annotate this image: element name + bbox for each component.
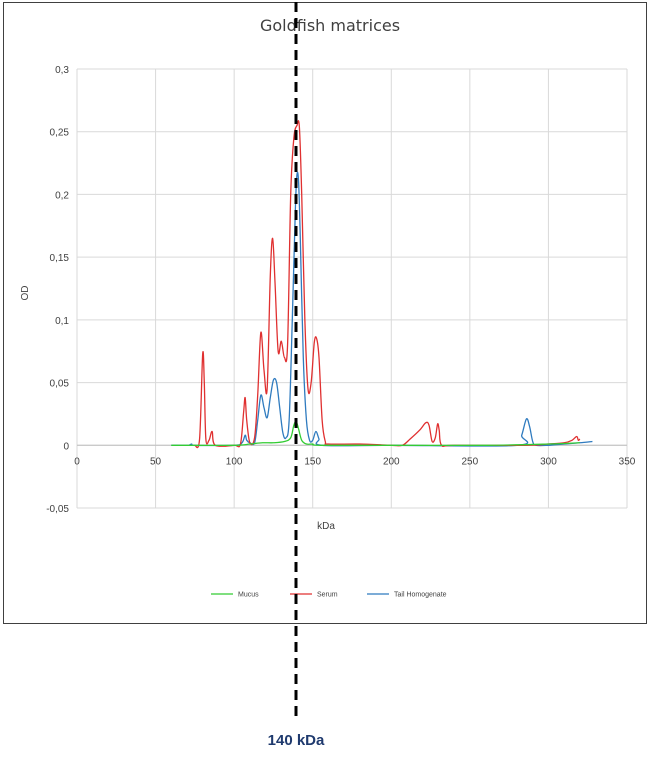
x-tick-label: 350 xyxy=(619,456,636,467)
y-tick-label: 0,05 xyxy=(50,379,70,390)
chart-frame: Goldfish matrices -0,05 0 0,05 0,1 0,15 0,2 0,… xyxy=(3,2,647,624)
y-tick-label: 0,2 xyxy=(55,190,69,201)
x-tick-labels: 0 50 100 150 200 250 300 350 xyxy=(74,456,636,467)
annotation-label: 140 kDa xyxy=(268,732,325,749)
y-axis-label: OD xyxy=(20,286,31,301)
chart-svg: Goldfish matrices -0,05 0 0,05 0,1 0,15 0,2 0,… xyxy=(20,16,636,599)
legend-label-mucus: Mucus xyxy=(238,592,259,599)
x-tick-label: 150 xyxy=(304,456,321,467)
x-tick-label: 100 xyxy=(226,456,243,467)
y-tick-label: 0 xyxy=(63,441,69,452)
y-tick-label: 0,3 xyxy=(55,65,69,76)
legend-label-serum: Serum xyxy=(317,592,338,599)
legend-label-tail-homogenate: Tail Homogenate xyxy=(394,592,447,599)
y-tick-label: 0,15 xyxy=(50,253,70,264)
legend: Mucus Serum Tail Homogenate xyxy=(211,592,447,599)
y-tick-label: -0,05 xyxy=(46,504,69,515)
x-tick-label: 50 xyxy=(150,456,162,467)
grid xyxy=(76,68,628,509)
x-tick-label: 300 xyxy=(540,456,557,467)
x-axis-label: kDa xyxy=(317,521,335,532)
series-line-mucus xyxy=(171,420,580,447)
chart-title: Goldfish matrices xyxy=(260,16,400,35)
y-tick-labels: -0,05 0 0,05 0,1 0,15 0,2 0,25 0,3 xyxy=(46,65,69,515)
y-tick-label: 0,1 xyxy=(55,316,69,327)
y-tick-label: 0,25 xyxy=(50,128,70,139)
x-tick-label: 0 xyxy=(74,456,80,467)
series-line-serum xyxy=(194,120,581,449)
x-tick-label: 250 xyxy=(462,456,479,467)
x-tick-label: 200 xyxy=(383,456,400,467)
